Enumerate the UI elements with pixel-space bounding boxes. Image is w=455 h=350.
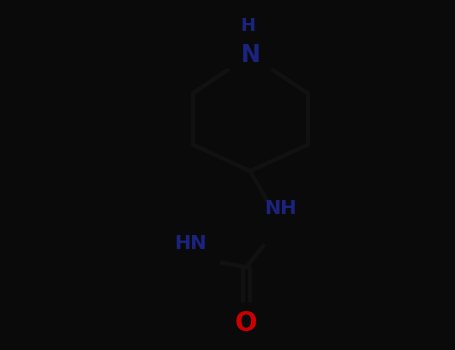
Text: O: O [235, 311, 258, 337]
Text: HN: HN [174, 234, 207, 253]
Circle shape [223, 34, 278, 76]
Circle shape [251, 202, 310, 247]
Circle shape [221, 303, 271, 342]
Text: N: N [240, 43, 260, 67]
Text: H: H [241, 18, 255, 35]
Circle shape [161, 234, 220, 280]
Text: NH: NH [264, 199, 297, 218]
